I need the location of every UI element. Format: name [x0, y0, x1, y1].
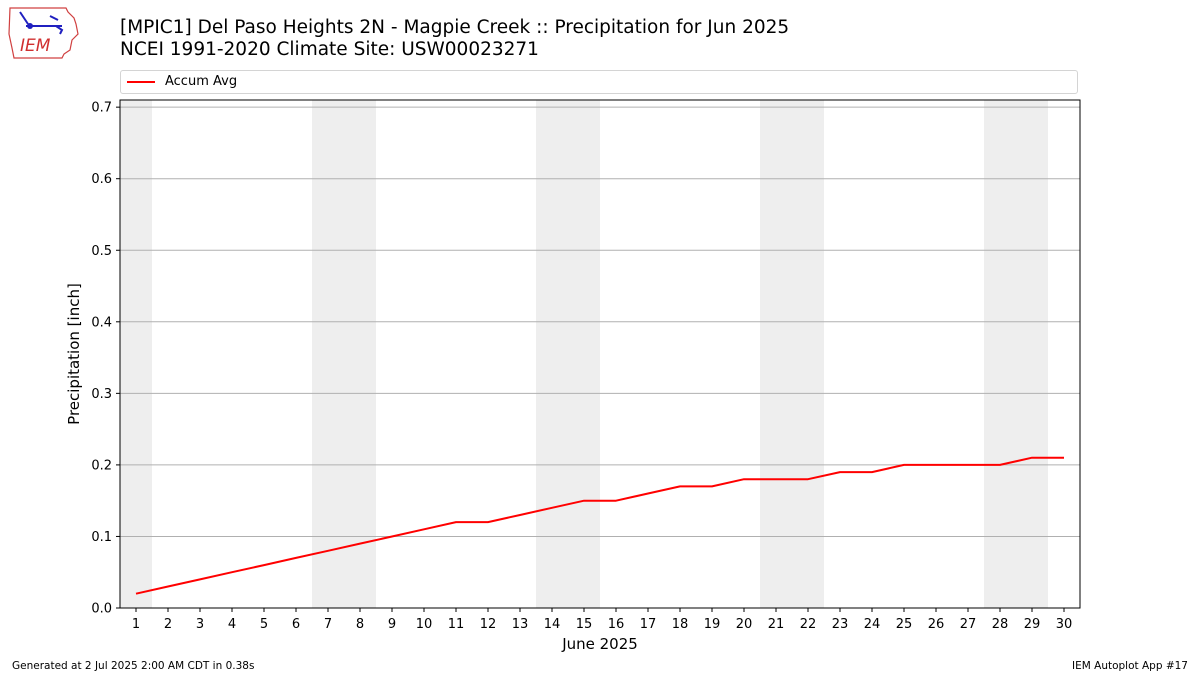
data-point [999, 464, 1001, 466]
x-tick-label: 12 [480, 617, 497, 632]
data-point [391, 535, 393, 537]
legend-label: Accum Avg [165, 74, 238, 89]
x-axis-label: June 2025 [561, 635, 638, 653]
data-point [1031, 457, 1033, 459]
logo-text: IEM [20, 36, 51, 56]
data-point [871, 471, 873, 473]
x-tick-label: 4 [228, 617, 236, 632]
x-tick-label: 2 [164, 617, 172, 632]
x-tick-label: 11 [448, 617, 465, 632]
x-tick-label: 5 [260, 617, 268, 632]
y-tick-label: 0.0 [91, 602, 112, 617]
x-tick-label: 8 [356, 617, 364, 632]
data-point [167, 586, 169, 588]
x-tick-label: 10 [416, 617, 433, 632]
chart-subtitle: NCEI 1991-2020 Climate Site: USW00023271 [120, 39, 539, 60]
weekend-band [984, 100, 1048, 608]
grid-lines [120, 106, 1080, 537]
data-point [775, 478, 777, 480]
data-point [743, 478, 745, 480]
y-tick-label: 0.4 [91, 315, 112, 330]
y-tick-label: 0.5 [91, 244, 112, 259]
y-axis-ticks: 0.0 0.1 0.2 0.3 0.4 0.5 0.6 0.7 [91, 101, 120, 617]
y-tick-label: 0.3 [91, 387, 112, 402]
x-tick-label: 20 [736, 617, 753, 632]
weekend-band [536, 100, 600, 608]
x-tick-label: 26 [928, 617, 945, 632]
series-line-accum-avg [135, 456, 1064, 595]
plot-frame [119, 99, 1081, 609]
data-point [295, 557, 297, 559]
legend-swatch [127, 81, 155, 83]
y-tick-label: 0.6 [91, 172, 112, 187]
data-point [967, 464, 969, 466]
series-group [135, 456, 1065, 595]
data-point [487, 521, 489, 523]
data-point [583, 500, 585, 502]
data-point [679, 485, 681, 487]
data-point [935, 464, 937, 466]
iowa-map-icon: IEM [8, 7, 79, 59]
weekend-bands [120, 100, 1048, 608]
x-tick-label: 24 [864, 617, 881, 632]
data-point [231, 571, 233, 573]
x-tick-label: 17 [640, 617, 657, 632]
data-point [423, 528, 425, 530]
x-tick-label: 28 [992, 617, 1009, 632]
data-point [903, 464, 905, 466]
x-tick-label: 16 [608, 617, 625, 632]
legend: Accum Avg [120, 70, 1078, 94]
data-point [327, 550, 329, 552]
data-point [711, 485, 713, 487]
x-tick-label: 1 [132, 617, 140, 632]
data-point [807, 478, 809, 480]
iem-logo: IEM [6, 4, 82, 60]
x-tick-label: 29 [1024, 617, 1041, 632]
x-tick-label: 7 [324, 617, 332, 632]
y-axis-label: Precipitation [inch] [65, 283, 83, 425]
data-point [519, 514, 521, 516]
y-tick-label: 0.7 [91, 101, 112, 116]
data-point [615, 500, 617, 502]
x-tick-label: 27 [960, 617, 977, 632]
weekend-band [120, 100, 152, 608]
data-point [199, 578, 201, 580]
data-point [359, 543, 361, 545]
data-point [647, 493, 649, 495]
x-tick-label: 15 [576, 617, 593, 632]
x-tick-label: 13 [512, 617, 529, 632]
x-tick-label: 9 [388, 617, 396, 632]
x-tick-label: 14 [544, 617, 561, 632]
chart-title: [MPIC1] Del Paso Heights 2N - Magpie Cre… [120, 17, 790, 38]
data-point [551, 507, 553, 509]
x-axis-ticks: 1 2 3 4 5 6 7 8 9 10 11 12 13 14 15 16 17 18 19 20 21 22 23 24 2… [132, 608, 1072, 632]
y-tick-label: 0.2 [91, 458, 112, 473]
weekend-band [312, 100, 376, 608]
x-tick-label: 19 [704, 617, 721, 632]
x-tick-label: 3 [196, 617, 204, 632]
app-label: IEM Autoplot App #17 [1072, 660, 1188, 672]
x-tick-label: 30 [1056, 617, 1073, 632]
x-tick-label: 23 [832, 617, 849, 632]
x-tick-label: 18 [672, 617, 689, 632]
data-point [135, 593, 137, 595]
data-point [839, 471, 841, 473]
x-tick-label: 25 [896, 617, 913, 632]
data-point [263, 564, 265, 566]
data-point [1063, 457, 1065, 459]
x-tick-label: 22 [800, 617, 817, 632]
y-tick-label: 0.1 [91, 530, 112, 545]
x-tick-label: 21 [768, 617, 785, 632]
data-point [455, 521, 457, 523]
x-tick-label: 6 [292, 617, 300, 632]
generated-timestamp: Generated at 2 Jul 2025 2:00 AM CDT in 0… [12, 660, 255, 672]
weekend-band [760, 100, 824, 608]
